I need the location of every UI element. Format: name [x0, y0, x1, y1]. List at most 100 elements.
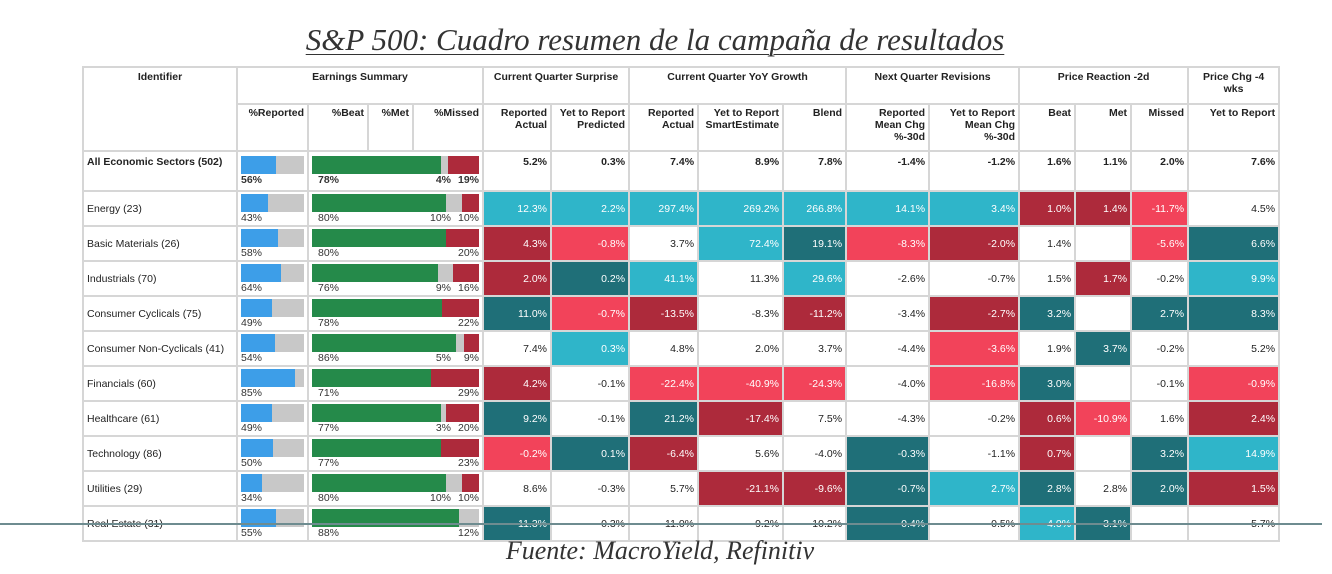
- met-label: 10%: [430, 212, 452, 224]
- metric-cell: -0.7%: [845, 470, 931, 507]
- header-nq-revisions: Next Quarter Revisions: [845, 66, 1021, 105]
- missed-bar: [447, 156, 480, 174]
- metric-cell: 4.8%: [628, 330, 700, 367]
- metric-cell: -13.5%: [628, 295, 700, 332]
- metric-cell: -1.2%: [928, 150, 1021, 192]
- subheader-metric: Reported Actual: [482, 103, 553, 152]
- metric-cell: -0.1%: [550, 400, 631, 437]
- reported-bar: [241, 509, 276, 527]
- missed-bar: [462, 194, 479, 212]
- beat-label: 80%: [318, 492, 340, 504]
- metric-cell: 4.3%: [482, 225, 553, 262]
- beat-label: 76%: [318, 282, 340, 294]
- metric-cell: -2.0%: [928, 225, 1021, 262]
- metric-cell: 7.8%: [782, 150, 848, 192]
- metric-cell: 2.0%: [482, 260, 553, 297]
- metric-cell: 11.0%: [482, 295, 553, 332]
- metric-cell: 5.2%: [1187, 330, 1281, 367]
- metric-cell: 7.4%: [628, 150, 700, 192]
- sector-name: Consumer Cyclicals (75): [82, 295, 238, 332]
- reported-label: 49%: [241, 422, 263, 434]
- metric-cell: -0.9%: [1187, 365, 1281, 402]
- header-cq-surprise: Current Quarter Surprise: [482, 66, 631, 105]
- beat-bar: [312, 474, 446, 492]
- beat-label: 86%: [318, 352, 340, 364]
- missed-label: 16%: [458, 282, 480, 294]
- table-row: Utilities (29) 34% 80% 10% 10% 8.6% -0.3% 5.7% -…: [82, 470, 1281, 507]
- subheader-earnings: %Beat: [307, 103, 369, 152]
- table-row: Energy (23) 43% 80% 10% 10% 12.3% 2.2% 297.4% 26…: [82, 190, 1281, 227]
- metric-cell: -0.7%: [928, 260, 1021, 297]
- metric-cell: 0.3%: [550, 150, 631, 192]
- reported-label: 34%: [241, 492, 263, 504]
- beat-label: 80%: [318, 212, 340, 224]
- beat-bar: [312, 264, 438, 282]
- metric-cell: 5.7%: [628, 470, 700, 507]
- reported-bar: [241, 334, 276, 352]
- metric-cell: 269.2%: [697, 190, 785, 227]
- metric-cell: 1.9%: [1018, 330, 1077, 367]
- metric-cell: -4.4%: [845, 330, 931, 367]
- missed-bar: [445, 229, 479, 247]
- metric-cell: 1.1%: [1074, 150, 1133, 192]
- page-title: S&P 500: Cuadro resumen de la campaña de…: [305, 22, 1005, 57]
- reported-bar: [241, 369, 295, 387]
- metric-cell: 2.8%: [1074, 470, 1133, 507]
- reported-bar-cell: 64%: [236, 260, 309, 297]
- metric-cell: 1.5%: [1187, 470, 1281, 507]
- reported-bar: [241, 229, 278, 247]
- missed-label: 22%: [458, 317, 480, 329]
- beat-met-missed-bar-cell: 77% 20% 3%: [306, 400, 485, 437]
- metric-cell: -22.4%: [628, 365, 700, 402]
- missed-label: 20%: [458, 422, 480, 434]
- metric-cell: -2.6%: [845, 260, 931, 297]
- metric-cell: [1074, 225, 1133, 262]
- metric-cell: -4.0%: [782, 435, 848, 472]
- subheader-metric: Beat: [1018, 103, 1077, 152]
- subheader-metric: Yet to Report Mean Chg %-30d: [928, 103, 1021, 152]
- metric-cell: 14.9%: [1187, 435, 1281, 472]
- reported-label: 43%: [241, 212, 263, 224]
- metric-cell: -0.3%: [845, 435, 931, 472]
- sector-name: Industrials (70): [82, 260, 238, 297]
- missed-label: 23%: [458, 457, 480, 469]
- metric-cell: -3.6%: [928, 330, 1021, 367]
- earnings-summary-table: Identifier Earnings Summary Current Quar…: [82, 66, 1281, 542]
- beat-label: 88%: [318, 527, 340, 539]
- beat-label: 77%: [318, 422, 340, 434]
- table-row: Consumer Non-Cyclicals (41) 54% 86% 9% 5% 7.4…: [82, 330, 1281, 367]
- beat-bar: [312, 439, 441, 457]
- missed-label: 19%: [458, 174, 480, 186]
- beat-met-missed-bar-cell: 76% 16% 9%: [306, 260, 485, 297]
- metric-cell: -1.1%: [928, 435, 1021, 472]
- missed-bar: [452, 264, 480, 282]
- met-bar: [445, 194, 463, 212]
- metric-cell: 5.2%: [482, 150, 553, 192]
- beat-met-missed-bar-cell: 86% 9% 5%: [306, 330, 485, 367]
- metric-cell: 1.7%: [1074, 260, 1133, 297]
- reported-bar: [241, 439, 273, 457]
- metric-cell: 1.0%: [1018, 190, 1077, 227]
- sector-name: Energy (23): [82, 190, 238, 227]
- beat-met-missed-bar-cell: 80% 10% 10%: [306, 470, 485, 507]
- metric-cell: 4.5%: [1187, 190, 1281, 227]
- met-bar: [437, 264, 453, 282]
- source-caption: Fuente: MacroYield, Refinitiv: [505, 536, 815, 565]
- metric-cell: 297.4%: [628, 190, 700, 227]
- metric-cell: -21.1%: [697, 470, 785, 507]
- metric-cell: 5.6%: [697, 435, 785, 472]
- metric-cell: -3.4%: [845, 295, 931, 332]
- reported-bar: [241, 264, 282, 282]
- sector-name: All Economic Sectors (502): [82, 150, 238, 192]
- reported-label: 58%: [241, 247, 263, 259]
- metric-cell: 41.1%: [628, 260, 700, 297]
- metric-cell: 9.9%: [1187, 260, 1281, 297]
- metric-cell: -4.3%: [845, 400, 931, 437]
- metric-cell: -10.9%: [1074, 400, 1133, 437]
- table-row: Healthcare (61) 49% 77% 20% 3% 9.2% -0.1% 21.2%…: [82, 400, 1281, 437]
- metric-cell: 8.3%: [1187, 295, 1281, 332]
- metric-cell: -5.6%: [1130, 225, 1190, 262]
- metric-cell: 4.2%: [482, 365, 553, 402]
- metric-cell: 3.7%: [782, 330, 848, 367]
- met-label: 3%: [435, 422, 452, 434]
